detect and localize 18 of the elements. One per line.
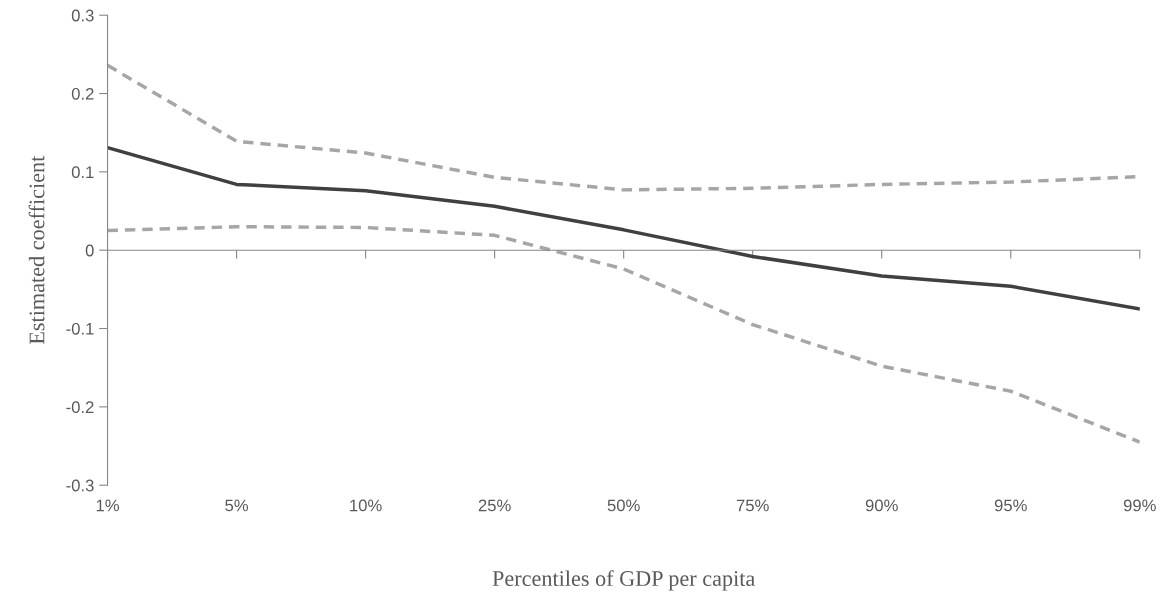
y-tick-label: 0 <box>85 244 94 257</box>
x-tick-label: 50% <box>607 499 640 512</box>
y-tick-label: -0.3 <box>66 479 94 492</box>
y-tick-label: -0.2 <box>66 401 94 414</box>
y-axis-title: Estimated coefficient <box>28 155 45 345</box>
y-tick-label: 0.1 <box>71 166 94 179</box>
x-axis-title: Percentiles of GDP per capita <box>492 570 755 591</box>
y-tick-label: 0.3 <box>71 9 94 22</box>
x-tick-label: 90% <box>865 499 898 512</box>
x-tick-label: 25% <box>478 499 511 512</box>
x-tick-label: 75% <box>736 499 769 512</box>
x-tick-label: 1% <box>96 499 119 512</box>
x-tick-label: 95% <box>994 499 1027 512</box>
y-tick-label: 0.2 <box>71 87 94 100</box>
x-tick-label: 10% <box>350 499 382 512</box>
x-tick-label: 99% <box>1123 499 1156 512</box>
x-tick-label: 5% <box>225 499 249 512</box>
y-tick-label: -0.1 <box>66 322 94 335</box>
